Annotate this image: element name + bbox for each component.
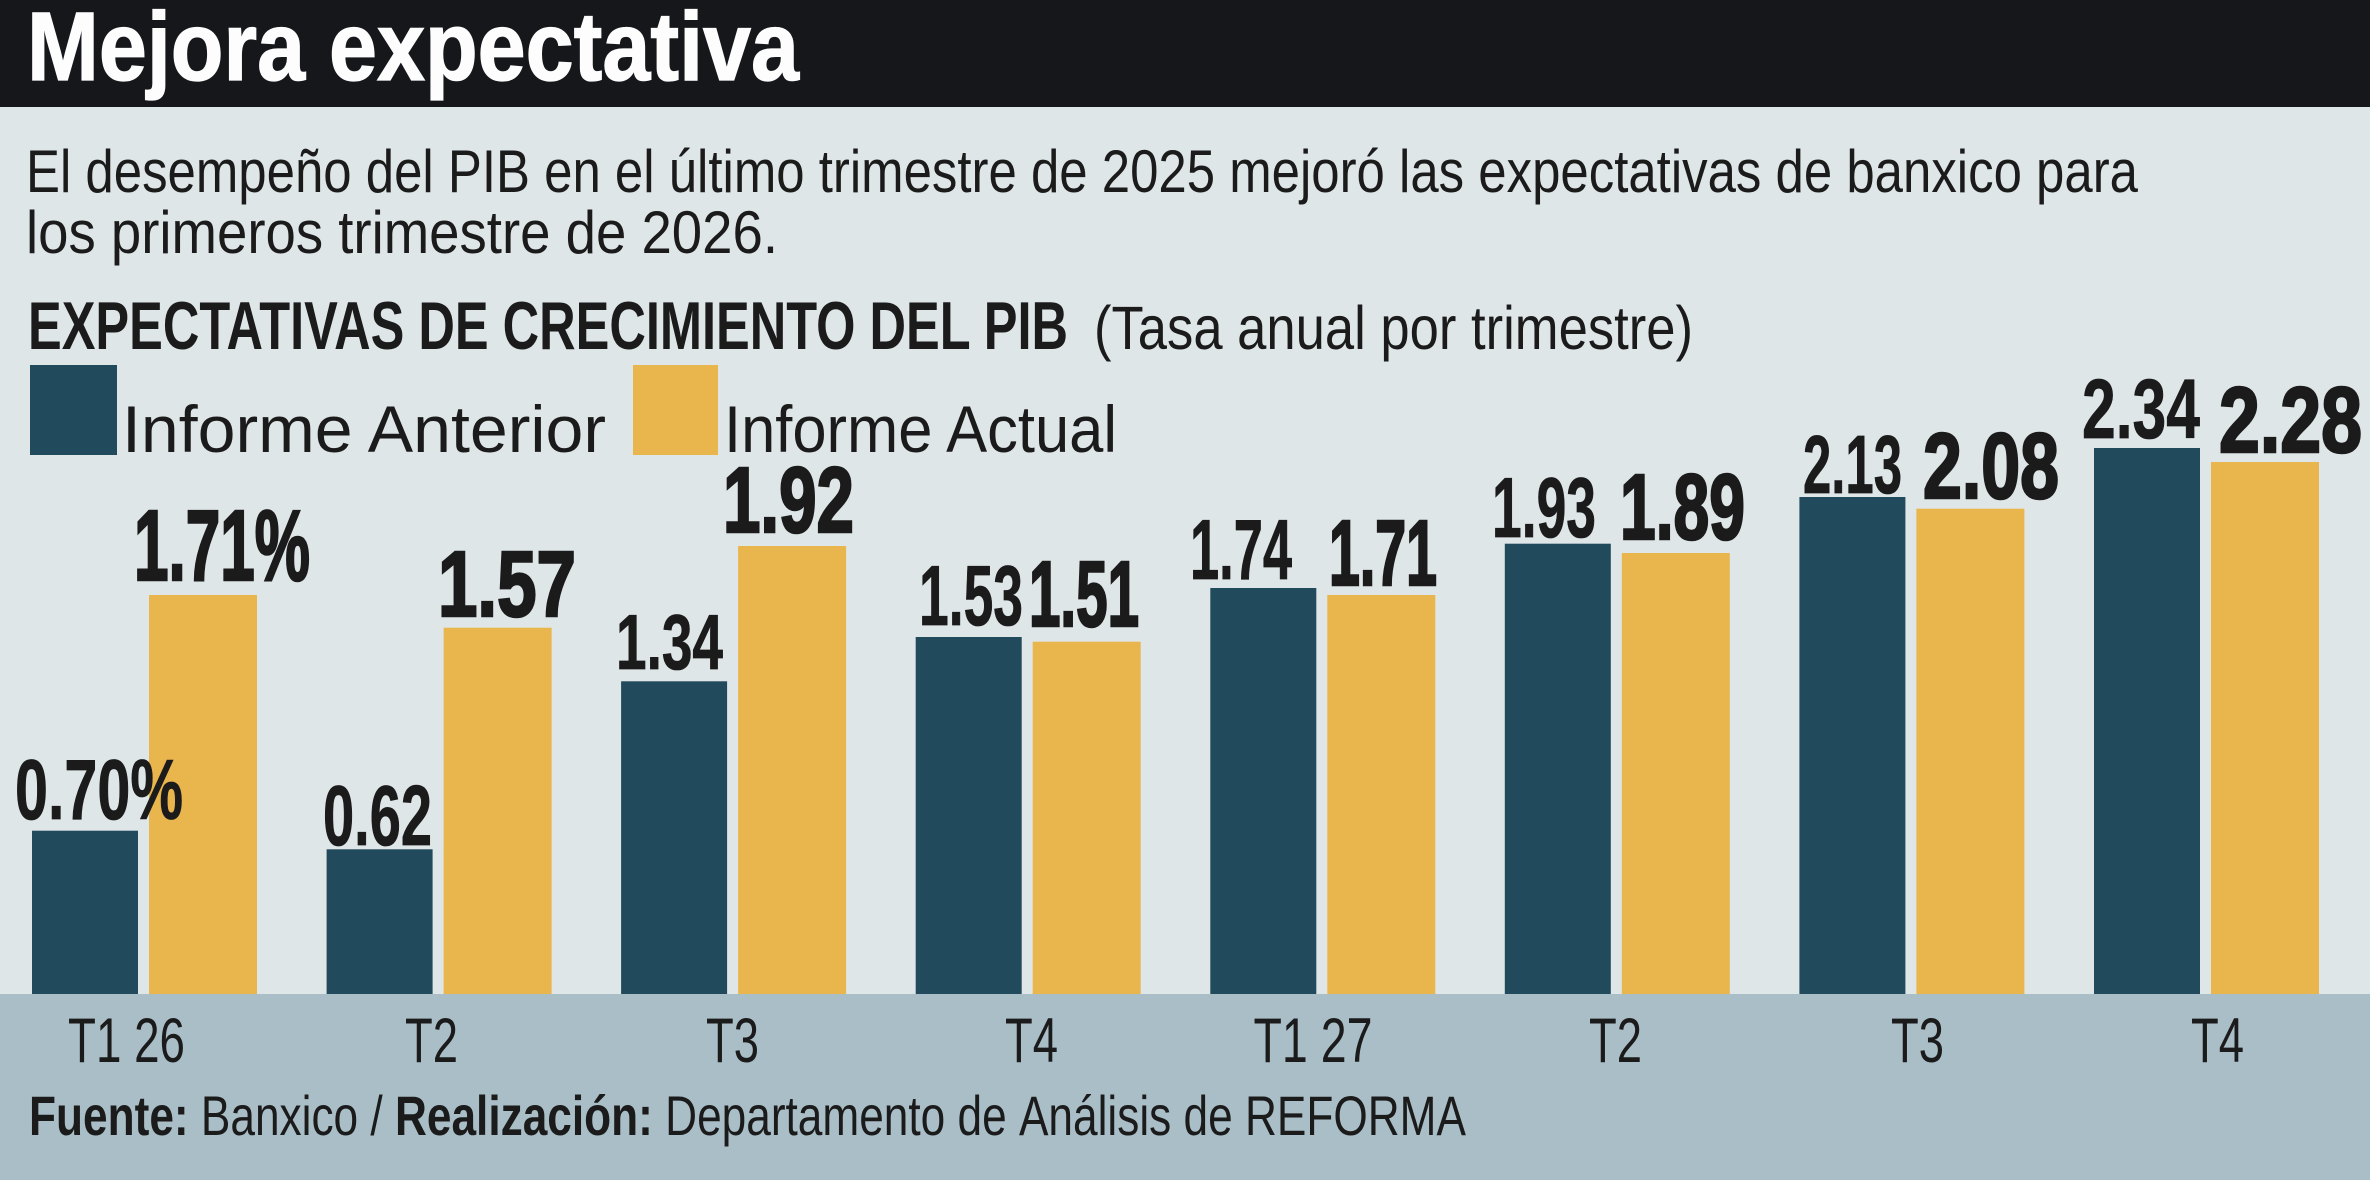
svg-text:1.53: 1.53 [919,549,1023,644]
svg-text:T3: T3 [1891,1006,1944,1076]
svg-text:0.70%: 0.70% [15,743,183,838]
svg-text:1.93: 1.93 [1492,461,1596,556]
svg-text:El desempeño del PIB en el últ: El desempeño del PIB en el último trimes… [26,138,2139,205]
svg-text:Banxico /: Banxico / [201,1084,395,1147]
svg-text:0.62: 0.62 [323,769,432,864]
svg-text:Departamento de Análisis de RE: Departamento de Análisis de REFORMA [665,1084,1466,1147]
svg-text:1.89: 1.89 [1620,455,1745,559]
svg-text:EXPECTATIVAS DE CRECIMIENTO DE: EXPECTATIVAS DE CRECIMIENTO DEL PIB [28,288,1068,364]
svg-text:Mejora expectativa: Mejora expectativa [27,0,800,101]
svg-text:1.51: 1.51 [1029,542,1139,646]
svg-text:Realización:: Realización: [395,1084,665,1147]
svg-text:T4: T4 [1005,1006,1058,1076]
svg-text:1.74: 1.74 [1190,503,1292,598]
svg-text:1.34: 1.34 [616,598,723,686]
svg-text:2.13: 2.13 [1803,418,1902,511]
svg-text:Informe Anterior: Informe Anterior [122,392,606,466]
svg-text:Fuente:: Fuente: [29,1084,201,1147]
svg-text:2.34: 2.34 [2082,362,2200,456]
svg-text:1.71%: 1.71% [134,490,310,602]
svg-text:2.08: 2.08 [1923,414,2059,518]
svg-text:T2: T2 [405,1006,458,1076]
svg-text:1.57: 1.57 [438,532,576,636]
svg-text:T3: T3 [706,1006,759,1076]
svg-text:T4: T4 [2191,1006,2244,1076]
svg-text:Informe Actual: Informe Actual [724,392,1117,466]
svg-text:2.28: 2.28 [2219,368,2362,472]
svg-text:(Tasa anual por trimestre): (Tasa anual por trimestre) [1094,294,1693,362]
svg-text:1.92: 1.92 [723,448,854,552]
svg-text:los primeros trimestre de 2026: los primeros trimestre de 2026. [26,199,778,266]
svg-text:T1 27: T1 27 [1254,1006,1373,1076]
svg-text:T2: T2 [1589,1006,1642,1076]
svg-text:1.71: 1.71 [1329,501,1437,605]
svg-text:T1 26: T1 26 [68,1006,185,1076]
